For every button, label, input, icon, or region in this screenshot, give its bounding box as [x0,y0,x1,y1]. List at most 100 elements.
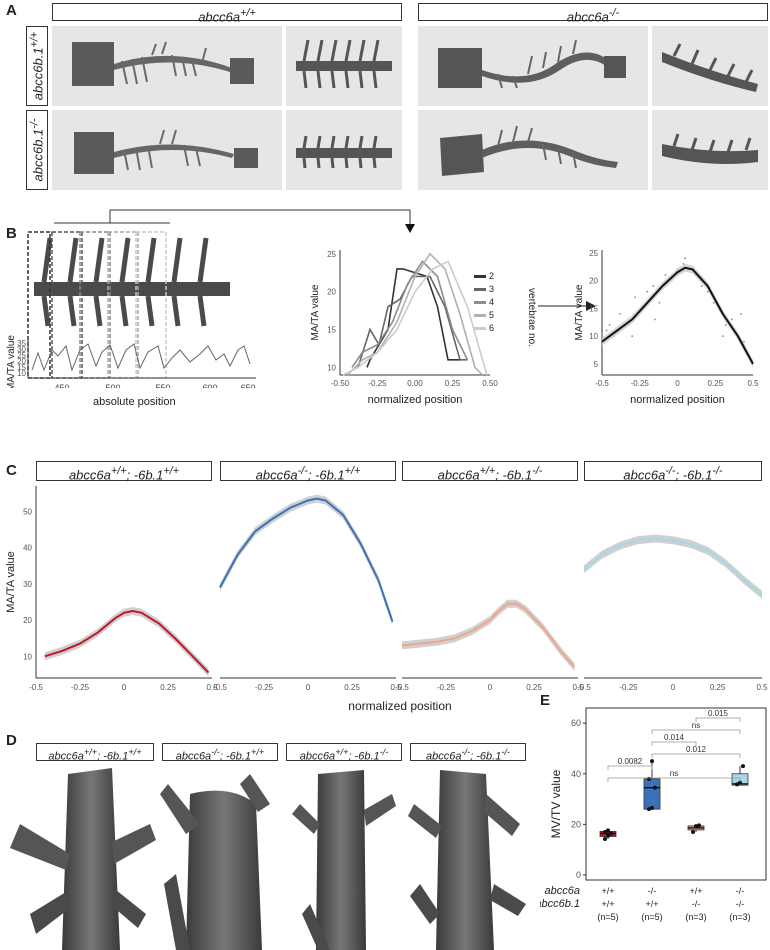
e-point [603,837,607,842]
fish-image-wt-wt [52,26,282,106]
vertebra-3d-renders [10,768,526,950]
panel-c-header-4: abcc6a-/-; -6b.1-/- [584,461,762,482]
abs-xtick: 550 [155,383,170,388]
e-comparison-2: ns [651,721,741,734]
svg-text:0.015: 0.015 [708,709,729,718]
panel-d-header-3: abcc6a+/+; -6b.1-/- [286,743,402,763]
legend-label: 3 [489,284,495,294]
legend-label: 5 [489,310,495,320]
b2-ytick: 10 [589,332,598,341]
b2-confidence-band [602,263,753,368]
b2-point [700,285,703,288]
panel-c-header-2: abcc6a-/-; -6b.1+/+ [220,461,396,482]
legend-item-6: 6 [474,322,494,335]
b1-xtick: 0.00 [407,379,423,388]
b2-point [684,257,686,260]
legend-swatch [474,314,486,318]
c-series-1 [44,609,210,674]
vertebrae-legend: 2 3 4 5 6 vertebrae no. [474,270,537,350]
b1-ytick: 15 [327,326,336,335]
b2-point [653,318,656,321]
b1-xtick: 0.50 [482,379,498,388]
render-wt-mut [292,770,396,950]
svg-text:0.014: 0.014 [664,733,685,742]
c-series-2 [219,497,394,623]
b1-series-2 [366,268,460,368]
e-ytick: 60 [571,718,581,728]
e-point [738,780,742,785]
e-ytick: 40 [571,769,581,779]
c-xtick: -0.25 [71,683,90,692]
c-xtick: -0.25 [437,683,456,692]
legend-swatch [474,327,486,331]
e-row2-cell: +/+ [645,899,658,909]
c-series-3 [401,602,576,668]
b1-series-5 [346,252,484,376]
fish-image-mut-wt [418,26,648,106]
legend-label: 6 [489,323,495,333]
vertebrae-image-mut-wt [652,26,768,106]
abs-xtick: 600 [202,383,217,388]
e-point [606,828,610,833]
c-xtick: 0.25 [344,683,360,692]
c-ytick: 50 [23,507,32,516]
c-xtick: 0.25 [160,683,176,692]
e-comparison-6: ns [607,769,741,782]
b1-series-4 [351,260,469,368]
b2-point [605,329,608,332]
legend-label: 4 [489,297,495,307]
c-band-3 [402,599,575,672]
panel-c-header-3: abcc6a+/+; -6b.1-/- [402,461,578,482]
e-frame [585,707,767,881]
e-point [691,829,695,834]
panel-c-label: C [6,462,17,479]
c-ytick: 20 [23,616,32,625]
e-row1-cell: +/+ [601,886,614,896]
e-row2-cell: +/+ [601,899,614,909]
e-row3-cell: (n=5) [597,912,618,922]
e-row1-cell: +/+ [689,886,702,896]
svg-text:0.012: 0.012 [686,745,707,754]
legend-title: vertebrae no. [525,288,537,347]
render-wt-wt [10,768,156,950]
c-xtick: 0.5 [756,683,768,692]
svg-text:ns: ns [670,769,678,778]
c-xtick: 0 [306,683,311,692]
e-box-2 [643,778,661,810]
b1-ylabel: MA/TA value [310,284,321,340]
b2-point [631,335,634,338]
legend-swatch [474,275,486,279]
c-xtick: 0.25 [526,683,542,692]
b1-xtick: -0.25 [368,379,387,388]
e-comparison-1: 0.015 [695,709,741,722]
header-abcc6a-mut: abcc6a-/- [418,3,768,24]
vertebrae-segment-image [26,230,236,330]
svg-text:25: 25 [17,351,26,360]
panel-d-header-4: abcc6a-/-; -6b.1-/- [410,743,526,763]
panel-d-header-2: abcc6a-/-; -6b.1+/+ [162,743,278,763]
vertebrae-image-wt-wt [286,26,402,106]
e-ytick: 20 [571,819,581,829]
c-xlabel: normalized position [348,699,451,713]
e-row1-cell: -/- [648,886,657,896]
e-ytick: 0 [576,870,581,880]
e-comparison-3: 0.014 [651,733,697,746]
e-point [741,764,745,769]
b2-point [712,301,715,304]
b2-point [724,324,727,326]
c-xtick: 0 [671,683,676,692]
e-point [603,829,607,834]
c-xtick: 0 [488,683,493,692]
b2-xtick: -0.5 [595,379,609,388]
b2-point [619,312,622,315]
b2-point [664,274,667,276]
e-row3-cell: (n=3) [729,912,750,922]
row-header-abcc6b1-wt: abcc6b.1+/+ [26,26,48,106]
abs-xtick: 500 [105,383,120,388]
c-xtick: -0.5 [29,683,43,692]
c-xtick: 0.5 [572,683,584,692]
header-abcc6a-wt: abcc6a+/+ [52,3,402,24]
e-comparison-5: 0.0082 [607,757,653,770]
legend-label: 2 [489,271,495,281]
